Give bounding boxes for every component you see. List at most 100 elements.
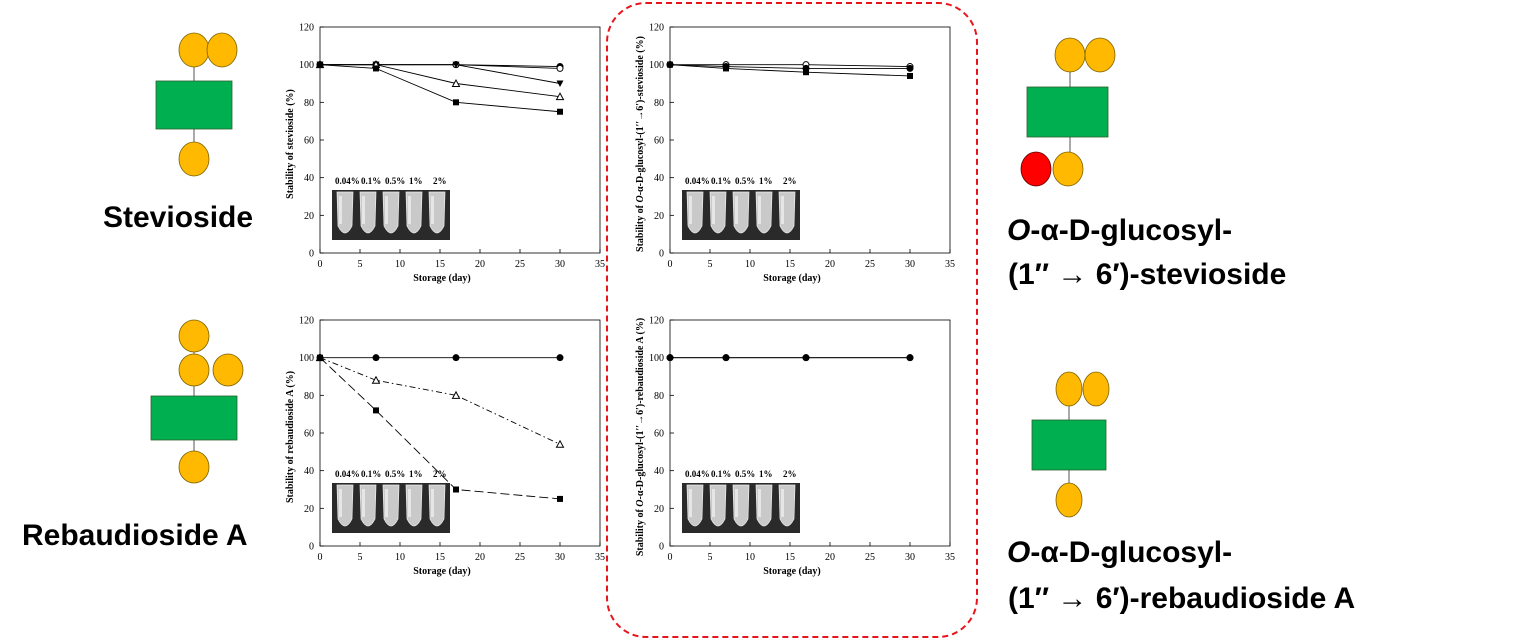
y-tick-label: 0 [659, 249, 664, 260]
tube-photo-inset: 0.04% 0.1% 0.5% 1% 2% [682, 176, 800, 240]
glucosyl-rebaudioside-a-label-line1: O-α-D-glucosyl- [1007, 536, 1233, 569]
series-1 [666, 354, 914, 362]
x-tick-label: 25 [515, 552, 525, 563]
data-point [667, 61, 673, 68]
x-tick-label: 20 [475, 552, 485, 563]
tube-concentration-label: 2% [433, 469, 447, 479]
data-point [557, 108, 563, 115]
x-axis-title: Storage (day) [413, 566, 471, 577]
y-axis-title: Stability of O-α-D-glucosyl-(1′′→6′)-ste… [635, 36, 646, 252]
tube-highlight [385, 196, 388, 224]
x-tick-label: 35 [945, 552, 955, 563]
steviol-core-icon [150, 395, 238, 441]
tube-concentration-label: 0.5% [385, 176, 405, 186]
tube-concentration-label: 1% [759, 176, 773, 186]
data-point [555, 439, 565, 448]
x-axis-title: Storage (day) [763, 273, 821, 284]
tube-highlight [385, 489, 388, 517]
data-point [451, 78, 461, 87]
x-tick-label: 0 [318, 552, 323, 563]
series-2 [316, 61, 564, 87]
tube-photo-inset: 0.04% 0.1% 0.5% 1% 2% [332, 176, 450, 240]
y-tick-label: 80 [654, 391, 664, 402]
data-point [723, 65, 729, 72]
data-point [451, 390, 461, 399]
series-line [319, 357, 561, 500]
x-tick-label: 15 [435, 259, 445, 270]
chart-rebaudioside-a-stability: 0 20 40 60 80 100 120 0 5 10 15 20 25 30 35 Storage (da… [285, 316, 605, 578]
x-tick-label: 30 [905, 552, 915, 563]
tube-highlight [758, 196, 761, 224]
y-tick-label: 120 [299, 23, 314, 34]
x-tick-label: 0 [318, 259, 323, 270]
tube-photo-inset: 0.04% 0.1% 0.5% 1% 2% [682, 469, 800, 533]
y-tick-label: 120 [649, 23, 664, 34]
y-tick-label: 60 [304, 136, 314, 147]
series-0 [316, 61, 564, 71]
tube-concentration-label: 0.1% [361, 176, 381, 186]
data-point [666, 354, 674, 362]
tube-concentration-label: 0.1% [711, 176, 731, 186]
tube-highlight [431, 196, 434, 224]
y-tick-label: 80 [304, 391, 314, 402]
tube-concentration-label: 0.5% [735, 469, 755, 479]
data-point [556, 80, 564, 87]
chart-stevioside-stability: 0 20 40 60 80 100 120 0 5 10 15 20 25 30 35 Storage (da… [285, 23, 605, 285]
series-line [669, 64, 910, 69]
x-tick-label: 20 [475, 259, 485, 270]
series-line [320, 64, 561, 69]
glucose-icon [178, 32, 210, 68]
steviol-core-icon [155, 80, 233, 130]
tube-concentration-label: 2% [433, 176, 447, 186]
data-point [722, 354, 730, 362]
tube-concentration-label: 1% [409, 469, 423, 479]
glucosyl-stevioside-structure-icon [1020, 37, 1116, 187]
tube-highlight [781, 196, 784, 224]
series-4 [317, 61, 563, 115]
y-axis-title: Stability of stevioside (%) [285, 89, 296, 199]
series-0 [316, 354, 564, 362]
x-tick-label: 35 [595, 259, 605, 270]
steviol-core-icon [1031, 419, 1107, 471]
x-tick-label: 0 [668, 552, 673, 563]
x-tick-label: 30 [905, 259, 915, 270]
data-point [906, 64, 914, 72]
data-point [557, 495, 563, 502]
added-glucose-icon [1020, 151, 1052, 187]
x-tick-label: 25 [515, 259, 525, 270]
x-tick-label: 10 [395, 259, 405, 270]
x-tick-label: 15 [785, 259, 795, 270]
data-point [802, 354, 810, 362]
y-tick-label: 0 [659, 542, 664, 553]
series-line [669, 64, 911, 77]
data-point [907, 72, 913, 79]
tube-concentration-label: 0.1% [361, 469, 381, 479]
tube-highlight [339, 489, 342, 517]
tube-concentration-label: 0.04% [685, 176, 710, 186]
glucosyl-rebaudioside-a-label-line2: (1′′ → 6′)-rebaudioside A [1008, 582, 1356, 615]
data-point [373, 407, 379, 414]
data-point [317, 61, 323, 68]
y-tick-label: 20 [654, 211, 664, 222]
x-tick-label: 5 [708, 552, 713, 563]
glucose-icon [206, 32, 238, 68]
tube-concentration-label: 0.5% [735, 176, 755, 186]
glucose-icon [178, 353, 210, 387]
steviol-core-icon [1026, 86, 1109, 138]
glucosyl-stevioside-label-line2: (1′′ → 6′)-stevioside [1008, 258, 1287, 291]
x-tick-label: 20 [825, 552, 835, 563]
stevioside-label: Stevioside [103, 201, 254, 234]
tube-concentration-label: 0.5% [385, 469, 405, 479]
highlight-frame [606, 2, 978, 638]
glucosyl-stevioside-label-line1: O-α-D-glucosyl- [1007, 214, 1233, 247]
y-tick-label: 20 [654, 504, 664, 515]
y-tick-label: 100 [299, 353, 314, 364]
x-tick-label: 10 [395, 552, 405, 563]
glucose-icon [178, 319, 210, 353]
y-tick-label: 100 [649, 60, 664, 71]
series-line [320, 64, 561, 98]
series-2 [667, 61, 913, 79]
glucose-icon [1052, 151, 1084, 187]
series-line [319, 64, 561, 113]
tube-highlight [408, 489, 411, 517]
